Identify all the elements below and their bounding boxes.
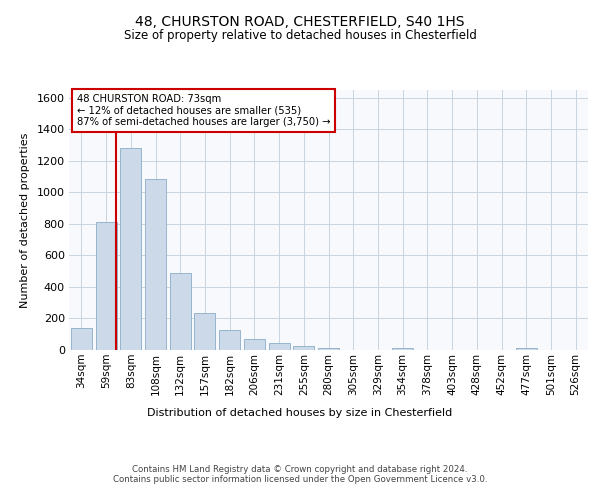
Text: 48, CHURSTON ROAD, CHESTERFIELD, S40 1HS: 48, CHURSTON ROAD, CHESTERFIELD, S40 1HS	[135, 16, 465, 30]
Y-axis label: Number of detached properties: Number of detached properties	[20, 132, 30, 308]
Bar	[392, 348, 413, 350]
Text: Distribution of detached houses by size in Chesterfield: Distribution of detached houses by size …	[148, 408, 452, 418]
Text: Contains HM Land Registry data © Crown copyright and database right 2024.: Contains HM Land Registry data © Crown c…	[132, 464, 468, 473]
Bar	[318, 348, 339, 350]
Bar	[71, 328, 92, 350]
Text: 48 CHURSTON ROAD: 73sqm
← 12% of detached houses are smaller (535)
87% of semi-d: 48 CHURSTON ROAD: 73sqm ← 12% of detache…	[77, 94, 330, 127]
Text: Size of property relative to detached houses in Chesterfield: Size of property relative to detached ho…	[124, 28, 476, 42]
Text: Contains public sector information licensed under the Open Government Licence v3: Contains public sector information licen…	[113, 476, 487, 484]
Bar	[244, 339, 265, 350]
Bar	[269, 344, 290, 350]
Bar	[120, 148, 141, 350]
Bar	[516, 348, 537, 350]
Bar	[145, 179, 166, 350]
Bar	[194, 313, 215, 350]
Bar	[170, 273, 191, 350]
Bar	[293, 346, 314, 350]
Bar	[219, 330, 240, 350]
Bar	[95, 222, 116, 350]
